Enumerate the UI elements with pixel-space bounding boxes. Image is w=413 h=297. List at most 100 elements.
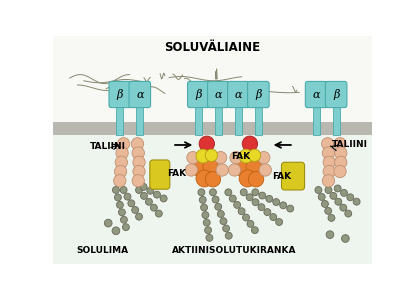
Text: α: α bbox=[136, 89, 143, 99]
Text: SOLULIMA: SOLULIMA bbox=[76, 246, 128, 255]
Circle shape bbox=[116, 201, 123, 208]
Circle shape bbox=[216, 164, 228, 176]
Circle shape bbox=[233, 201, 240, 208]
Circle shape bbox=[259, 164, 271, 176]
Circle shape bbox=[204, 227, 211, 234]
Text: β: β bbox=[195, 89, 201, 100]
Circle shape bbox=[321, 175, 334, 187]
Circle shape bbox=[147, 187, 153, 194]
Circle shape bbox=[252, 199, 259, 206]
Bar bbox=[116, 105, 123, 135]
Circle shape bbox=[122, 224, 129, 231]
Circle shape bbox=[239, 170, 256, 187]
Circle shape bbox=[239, 149, 252, 163]
Bar bbox=[214, 105, 221, 135]
Circle shape bbox=[321, 200, 328, 207]
FancyBboxPatch shape bbox=[305, 81, 326, 108]
Circle shape bbox=[329, 192, 336, 199]
Circle shape bbox=[145, 198, 152, 205]
Circle shape bbox=[334, 156, 346, 168]
Bar bbox=[312, 105, 319, 135]
Circle shape bbox=[333, 165, 345, 178]
Circle shape bbox=[229, 151, 242, 164]
Circle shape bbox=[124, 193, 131, 200]
Circle shape bbox=[333, 138, 345, 150]
Circle shape bbox=[186, 151, 199, 164]
Circle shape bbox=[325, 231, 333, 238]
Circle shape bbox=[263, 208, 270, 216]
Circle shape bbox=[140, 192, 147, 199]
Circle shape bbox=[113, 175, 126, 187]
Circle shape bbox=[322, 165, 335, 178]
Circle shape bbox=[333, 185, 340, 192]
Circle shape bbox=[195, 149, 209, 163]
Bar bbox=[195, 105, 201, 135]
Circle shape bbox=[132, 147, 144, 159]
Text: AKTIINISOLUTUKIRANKA: AKTIINISOLUTUKIRANKA bbox=[172, 246, 296, 255]
Circle shape bbox=[209, 189, 216, 196]
Circle shape bbox=[131, 138, 143, 150]
Circle shape bbox=[340, 189, 347, 196]
Bar bbox=[52, 122, 371, 135]
FancyBboxPatch shape bbox=[227, 81, 249, 108]
Circle shape bbox=[257, 204, 264, 211]
Circle shape bbox=[135, 187, 142, 193]
Circle shape bbox=[112, 227, 119, 235]
Circle shape bbox=[246, 194, 252, 201]
Circle shape bbox=[334, 198, 341, 205]
Circle shape bbox=[214, 151, 226, 164]
Bar bbox=[254, 105, 261, 135]
Circle shape bbox=[233, 159, 250, 176]
Text: α: α bbox=[312, 89, 319, 99]
Circle shape bbox=[229, 195, 236, 202]
FancyBboxPatch shape bbox=[207, 81, 228, 108]
Circle shape bbox=[150, 204, 157, 211]
Circle shape bbox=[339, 204, 346, 211]
Circle shape bbox=[131, 206, 138, 214]
Circle shape bbox=[202, 159, 218, 175]
Circle shape bbox=[190, 159, 207, 176]
Circle shape bbox=[352, 198, 359, 205]
Circle shape bbox=[112, 187, 119, 193]
Text: β: β bbox=[116, 89, 123, 100]
Circle shape bbox=[322, 156, 335, 168]
Circle shape bbox=[224, 189, 231, 196]
FancyBboxPatch shape bbox=[150, 160, 169, 189]
FancyBboxPatch shape bbox=[247, 81, 268, 108]
Circle shape bbox=[321, 147, 334, 159]
Circle shape bbox=[324, 187, 331, 193]
Circle shape bbox=[242, 214, 249, 221]
Bar bbox=[332, 105, 339, 135]
Circle shape bbox=[205, 171, 220, 187]
Circle shape bbox=[203, 219, 210, 226]
Circle shape bbox=[200, 204, 207, 211]
Circle shape bbox=[153, 191, 160, 198]
Circle shape bbox=[272, 199, 279, 206]
Text: β: β bbox=[332, 89, 339, 100]
Circle shape bbox=[202, 211, 209, 219]
Text: α: α bbox=[214, 89, 221, 99]
Circle shape bbox=[120, 216, 127, 223]
FancyBboxPatch shape bbox=[129, 81, 150, 108]
Circle shape bbox=[324, 208, 331, 214]
Circle shape bbox=[199, 196, 206, 203]
Bar bbox=[52, 36, 371, 128]
Circle shape bbox=[341, 235, 349, 242]
Circle shape bbox=[133, 165, 145, 178]
Circle shape bbox=[117, 138, 129, 150]
Circle shape bbox=[251, 189, 258, 196]
Circle shape bbox=[197, 189, 204, 196]
Circle shape bbox=[155, 210, 162, 217]
Circle shape bbox=[199, 136, 214, 151]
Circle shape bbox=[135, 213, 142, 220]
Text: FAK: FAK bbox=[167, 169, 186, 178]
Text: β: β bbox=[254, 89, 261, 100]
Circle shape bbox=[251, 227, 258, 234]
Circle shape bbox=[104, 219, 112, 227]
Circle shape bbox=[205, 149, 217, 162]
Circle shape bbox=[132, 175, 144, 187]
Circle shape bbox=[128, 200, 135, 207]
Circle shape bbox=[140, 184, 147, 190]
Circle shape bbox=[114, 165, 126, 178]
Circle shape bbox=[228, 164, 240, 176]
